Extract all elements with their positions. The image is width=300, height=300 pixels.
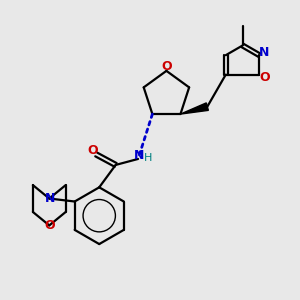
Text: N: N	[44, 192, 55, 205]
Text: O: O	[259, 71, 270, 84]
Text: H: H	[143, 153, 152, 163]
Text: N: N	[259, 46, 270, 59]
Text: N: N	[134, 149, 144, 163]
Polygon shape	[181, 103, 208, 114]
Text: O: O	[44, 219, 55, 232]
Text: O: O	[87, 144, 98, 158]
Text: O: O	[161, 60, 172, 73]
